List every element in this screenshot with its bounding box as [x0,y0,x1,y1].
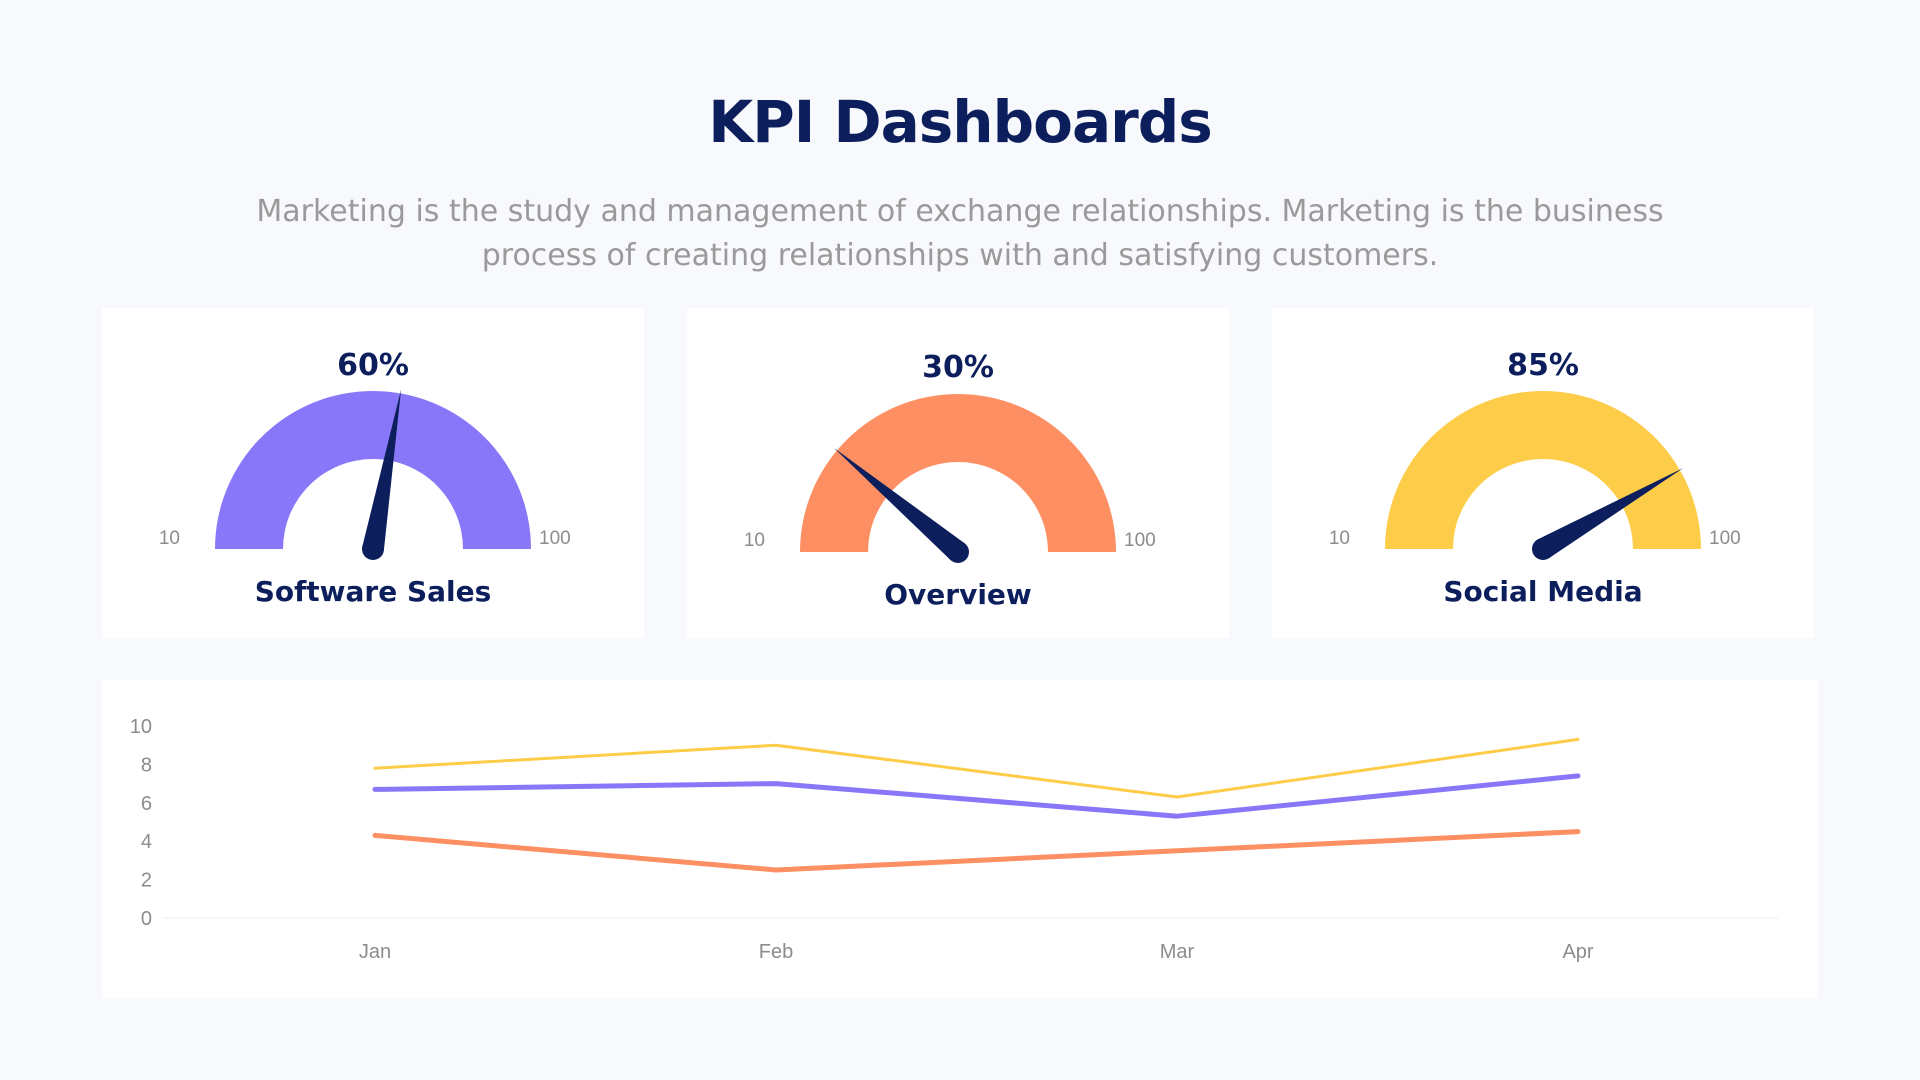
y-tick-label: 2 [141,870,152,892]
series-line-3 [372,829,1581,873]
gauge-needle [1537,468,1684,559]
gauge-needle-hub [947,541,969,563]
gauge-arc [800,394,1116,552]
y-tick-label: 0 [141,908,152,930]
gauge-min-label: 10 [1329,528,1350,549]
line-chart: 0 2 4 6 8 10 Jan Feb Mar Apr [130,716,1778,963]
page-title: KPI Dashboards [708,88,1212,156]
gauge-needle [362,389,402,551]
gauge-max-label: 100 [1709,528,1741,549]
y-tick-label: 10 [130,716,152,738]
gauge-label: Software Sales [255,575,492,608]
gauge-max-label: 100 [1124,530,1156,551]
y-tick-label: 8 [141,754,152,776]
gauge-needle-hub [1532,538,1554,560]
gauge-value-label: 30% [922,350,994,385]
x-tick-label: Mar [1160,941,1195,963]
gauge-needle [833,447,966,561]
gauge-chart: 85% 10 100 Social Media [1329,348,1741,608]
gauge-needle-hub [362,538,384,560]
gauge-chart: 30% 10 100 Overview [744,350,1156,611]
gauge-card-software-sales: 60% 10 100 Software Sales [102,308,644,638]
x-tick-label: Feb [759,941,793,963]
gauge-value-label: 60% [337,348,409,383]
series-line-1 [373,737,1580,799]
page-subtitle: Marketing is the study and management of… [256,194,1664,273]
series-line-2 [372,773,1581,819]
gauge-arc [1385,391,1701,549]
gauge-value-label: 85% [1507,348,1579,383]
gauge-card-overview: 30% 10 100 Overview [687,308,1229,638]
gauge-min-label: 10 [744,530,765,551]
gauge-arc [215,391,531,549]
gauge-chart: 60% 10 100 Software Sales [159,348,571,608]
y-tick-label: 6 [141,793,152,815]
y-tick-label: 4 [141,831,152,853]
gauge-min-label: 10 [159,528,180,549]
gauge-label: Overview [884,578,1032,611]
gauge-label: Social Media [1443,575,1642,608]
gauge-max-label: 100 [539,528,571,549]
x-tick-label: Apr [1562,941,1593,963]
line-chart-card: 0 2 4 6 8 10 Jan Feb Mar Apr [102,680,1818,998]
gauge-card-social-media: 85% 10 100 Social Media [1272,308,1814,638]
x-tick-label: Jan [359,941,391,963]
